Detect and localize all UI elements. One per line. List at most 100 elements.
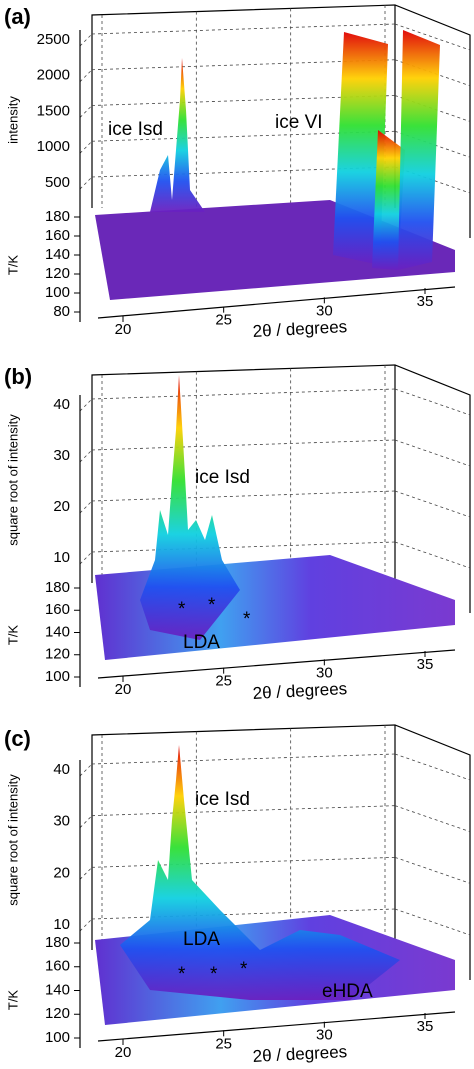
x-axis-title: 2θ / degrees [252,1042,347,1066]
panel: 500 1000 1500 2000 2500 80 100 120 140 160 180 20 25… [4,4,471,341]
grid-line [394,541,471,569]
y-tick-label: 120 [45,646,70,663]
y-tick-label: 140 [45,246,70,263]
grid-line [394,805,471,833]
surface-peak [372,130,405,270]
z-tick-label: 20 [53,864,70,881]
x-tick-label: 35 [417,1018,434,1035]
y-tick-label: 180 [45,579,70,596]
y-tick-label: 120 [45,1005,70,1022]
grid-line [79,398,93,412]
z-axis-title: intensity [5,96,20,144]
panel-label: (b) [4,364,32,389]
x-tick-label: 30 [316,664,333,681]
z-tick-label: 30 [53,813,70,830]
x-tick-label: 25 [215,312,232,329]
grid-line [91,753,396,765]
z-tick-label: 500 [45,174,70,191]
panel-label: (c) [4,726,31,751]
y-tick-label: 160 [45,601,70,618]
grid-line [79,449,93,463]
grid-line [79,815,93,828]
x-tick-label: 20 [115,681,132,698]
z-tick-label: 2000 [37,67,70,84]
y-tick-label: 100 [45,668,70,685]
panel: 10 20 30 40 100 120 140 160 180 20 25 30 35 (b) square… [4,364,471,703]
grid-line [394,908,471,936]
z-tick-label: 2500 [37,31,70,48]
x-tick-label: 35 [417,293,434,310]
z-axis-title: square root of intensity [5,414,20,546]
grid-line [91,490,396,502]
grid-line [394,490,471,518]
x-tick-label: 20 [115,1044,132,1061]
annotation: eHDA [322,981,373,1002]
grid-line [79,763,93,777]
surface-peak [140,375,240,640]
x-tick-label: 25 [215,1035,232,1052]
z-tick-label: 40 [53,761,70,778]
grid-line [394,856,471,884]
z-tick-label: 1500 [37,102,70,119]
x-axis-title: 2θ / degrees [252,317,347,341]
surface-peak [150,58,205,212]
x-axis-title: 2θ / degrees [252,679,347,703]
x-tick-label: 20 [115,321,132,338]
axis-line [97,286,456,319]
y-tick-label: 140 [45,623,70,640]
grid-line [91,439,396,451]
z-tick-label: 1000 [37,138,70,155]
surface-peak [120,745,400,1000]
z-tick-label: 20 [53,498,70,515]
y-tick-label: 100 [45,284,70,301]
annotation: * [178,964,186,985]
grid-line [394,23,471,51]
annotation: ice Isd [195,467,250,488]
z-tick-label: 10 [53,549,70,566]
annotation: * [208,595,216,616]
grid-line [91,23,396,35]
annotation: LDA [183,632,220,653]
z-tick-label: 30 [53,447,70,464]
grid-line [91,541,396,553]
y-tick-label: 160 [45,958,70,975]
x-tick-label: 30 [316,1027,333,1044]
y-tick-label: 180 [45,208,70,225]
grid-line [79,867,93,880]
axis-line [97,1011,456,1042]
annotation: ice Isd [108,119,163,140]
grid-line [79,69,93,83]
annotation: * [178,599,186,620]
y-tick-label: 120 [45,265,70,282]
grid-line [91,856,396,868]
y-tick-label: 160 [45,227,70,244]
panel-label: (a) [4,4,31,29]
annotation: * [210,964,218,985]
grid-line [394,753,471,781]
y-axis-title: T/K [5,255,20,276]
z-axis-title: square root of intensity [5,774,20,906]
grid-line [91,388,396,400]
grid-line [394,388,471,416]
y-tick-label: 180 [45,934,70,951]
axis-line [97,649,456,679]
annotation: ice VI [275,112,323,133]
grid-line [79,33,93,47]
annotation: LDA [183,929,220,950]
y-tick-label: 100 [45,1029,70,1046]
grid-line [79,140,93,154]
y-tick-label: 80 [53,303,70,320]
grid-line [79,918,93,932]
grid-line [91,805,396,817]
panel: 10 20 30 40 100 120 140 160 180 20 25 30 35 (c) square… [4,724,471,1066]
grid-line [79,551,93,565]
z-tick-label: 40 [53,396,70,413]
annotation: ice Isd [195,789,250,810]
grid-line [79,500,93,514]
surface-peak [333,32,388,265]
x-tick-label: 25 [215,673,232,690]
annotation: * [240,959,248,980]
grid-line [91,908,396,920]
grid-line [79,105,93,118]
